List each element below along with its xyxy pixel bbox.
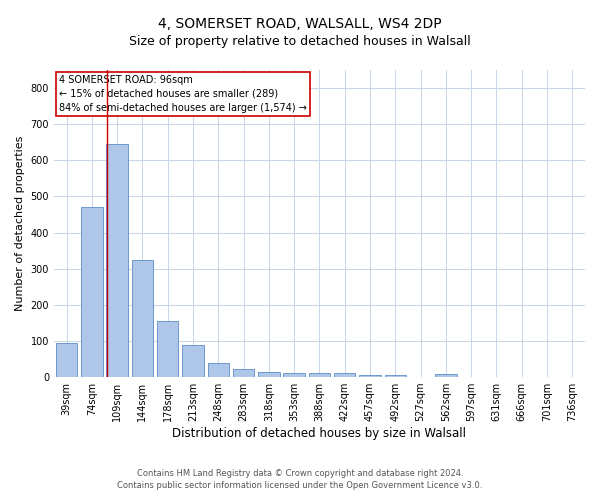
Bar (334, 373, 355, 377)
Bar (309, 372, 330, 377)
Bar (81, 208, 103, 377)
Text: 4 SOMERSET ROAD: 96sqm
← 15% of detached houses are smaller (289)
84% of semi-de: 4 SOMERSET ROAD: 96sqm ← 15% of detached… (59, 74, 307, 112)
Text: 4, SOMERSET ROAD, WALSALL, WS4 2DP: 4, SOMERSET ROAD, WALSALL, WS4 2DP (158, 18, 442, 32)
Bar (106, 144, 128, 377)
Bar (283, 372, 305, 377)
Bar (208, 364, 229, 377)
Bar (182, 344, 204, 377)
Bar (435, 374, 457, 377)
Text: Contains HM Land Registry data © Crown copyright and database right 2024.
Contai: Contains HM Land Registry data © Crown c… (118, 468, 482, 490)
Bar (258, 372, 280, 377)
Bar (385, 376, 406, 377)
X-axis label: Distribution of detached houses by size in Walsall: Distribution of detached houses by size … (172, 427, 466, 440)
Y-axis label: Number of detached properties: Number of detached properties (15, 136, 25, 311)
Text: Size of property relative to detached houses in Walsall: Size of property relative to detached ho… (129, 35, 471, 48)
Bar (131, 260, 153, 377)
Bar (157, 321, 178, 377)
Bar (56, 343, 77, 377)
Bar (359, 374, 381, 377)
Bar (233, 369, 254, 377)
